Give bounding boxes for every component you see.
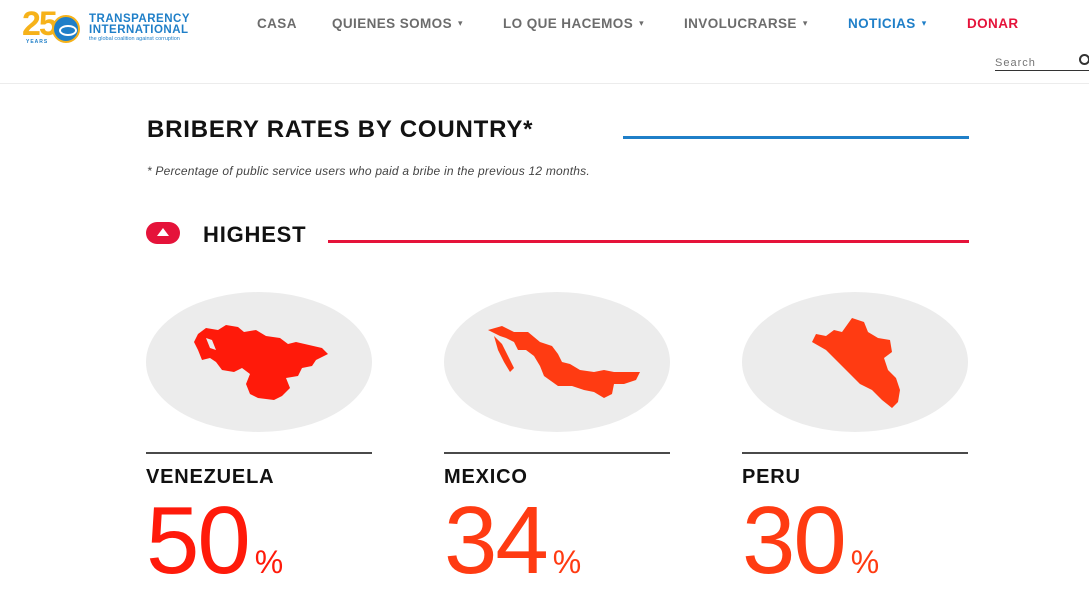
country-card-venezuela: VENEZUELA 50% (146, 292, 372, 589)
nav-item-noticias[interactable]: NOTICIAS ▾ (848, 16, 927, 31)
bribery-rate: 30% (742, 493, 968, 589)
title-divider (623, 136, 969, 139)
map-circle (444, 292, 670, 432)
map-circle (146, 292, 372, 432)
chevron-up-icon[interactable] (146, 222, 180, 244)
country-card-peru: PERU 30% (742, 292, 968, 589)
country-name: VENEZUELA (146, 466, 275, 488)
logo-years: YEARS (26, 39, 49, 45)
highest-heading: HIGHEST (203, 222, 307, 247)
page-title: BRIBERY RATES BY COUNTRY* (147, 116, 534, 143)
nav-item-involucrarse[interactable]: INVOLUCRARSE ▾ (684, 16, 808, 31)
country-card-mexico: MEXICO 34% (444, 292, 670, 589)
rate-unit: % (552, 544, 582, 580)
nav-label: CASA (257, 16, 297, 31)
site-header: 25 YEARS TRANSPARENCY INTERNATIONAL the … (0, 0, 1089, 84)
nav-label: DONAR (967, 16, 1019, 31)
logo-number: 25 (22, 5, 58, 43)
highest-divider (328, 240, 969, 243)
country-name: MEXICO (444, 466, 528, 488)
card-divider (146, 452, 372, 454)
globe-icon (52, 15, 80, 43)
search-input[interactable] (995, 57, 1065, 69)
card-divider (742, 452, 968, 454)
nav-label: LO QUE HACEMOS (503, 16, 634, 31)
transparency-international-logo[interactable]: 25 YEARS TRANSPARENCY INTERNATIONAL the … (22, 5, 222, 46)
rate-value: 34 (444, 487, 549, 594)
search-box (995, 53, 1089, 71)
logo-tagline: the global coalition against corruption (89, 36, 180, 42)
search-icon[interactable] (1079, 54, 1089, 65)
chevron-down-icon: ▾ (457, 18, 463, 28)
nav-item-quienes-somos[interactable]: QUIENES SOMOS ▾ (332, 16, 463, 31)
rate-unit: % (850, 544, 880, 580)
chevron-down-icon: ▾ (921, 18, 927, 28)
logo-line1: TRANSPARENCY (89, 13, 190, 25)
map-circle (742, 292, 968, 432)
country-name: PERU (742, 466, 801, 488)
card-divider (444, 452, 670, 454)
nav-item-donar[interactable]: DONAR (967, 16, 1019, 31)
rate-unit: % (254, 544, 284, 580)
logo-wordmark: TRANSPARENCY INTERNATIONAL (89, 13, 190, 36)
nav-label: INVOLUCRARSE (684, 16, 797, 31)
chevron-down-icon: ▾ (639, 18, 645, 28)
nav-label: QUIENES SOMOS (332, 16, 452, 31)
logo-line2: INTERNATIONAL (89, 24, 189, 36)
chevron-down-icon: ▾ (802, 18, 808, 28)
nav-item-lo-que-hacemos[interactable]: LO QUE HACEMOS ▾ (503, 16, 644, 31)
bribery-rate: 50% (146, 493, 372, 589)
rate-value: 30 (742, 487, 847, 594)
mexico-map-icon (488, 326, 640, 398)
bribery-rate: 34% (444, 493, 670, 589)
footnote: * Percentage of public service users who… (147, 164, 590, 178)
rate-value: 50 (146, 487, 251, 594)
venezuela-map-icon (194, 325, 328, 400)
nav-label: NOTICIAS (848, 16, 916, 31)
nav-item-casa[interactable]: CASA (257, 16, 297, 31)
peru-map-icon (812, 318, 900, 408)
